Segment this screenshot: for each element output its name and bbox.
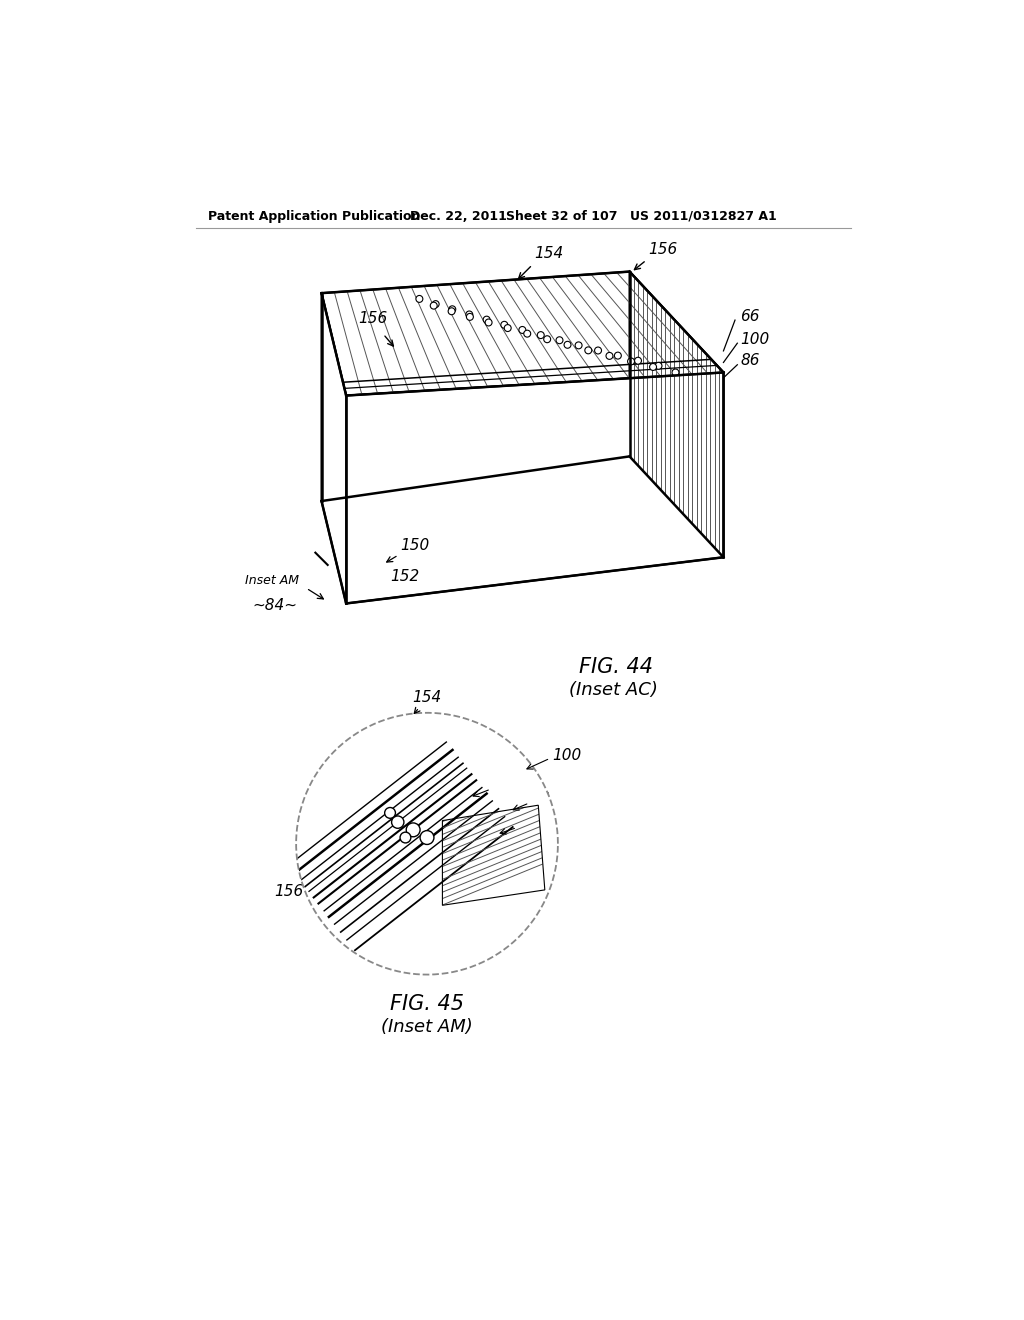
Circle shape xyxy=(585,347,592,354)
Text: 156: 156 xyxy=(358,312,388,326)
Text: ~84~: ~84~ xyxy=(252,598,297,612)
Text: (Inset AC): (Inset AC) xyxy=(569,681,658,698)
Text: Patent Application Publication: Patent Application Publication xyxy=(208,210,420,223)
Text: FIG. 45: FIG. 45 xyxy=(390,994,464,1014)
Circle shape xyxy=(655,363,662,370)
Circle shape xyxy=(420,830,434,845)
Circle shape xyxy=(504,325,511,331)
Text: 154: 154 xyxy=(413,690,441,705)
Text: 152: 152 xyxy=(390,569,419,585)
Circle shape xyxy=(296,713,558,974)
Circle shape xyxy=(466,313,473,321)
Text: 154: 154 xyxy=(535,246,563,261)
Polygon shape xyxy=(322,272,724,396)
Polygon shape xyxy=(442,805,545,906)
Text: (Inset AM): (Inset AM) xyxy=(381,1018,473,1036)
Text: 100: 100 xyxy=(553,747,582,763)
Circle shape xyxy=(466,312,473,318)
Circle shape xyxy=(649,363,656,371)
Circle shape xyxy=(556,337,563,343)
Text: 156: 156 xyxy=(273,884,303,899)
Text: 100: 100 xyxy=(740,331,770,347)
Circle shape xyxy=(407,822,420,837)
Circle shape xyxy=(523,330,530,337)
Text: 86: 86 xyxy=(531,792,551,808)
Circle shape xyxy=(449,308,455,314)
Polygon shape xyxy=(322,293,346,603)
Circle shape xyxy=(449,306,456,313)
Text: 150: 150 xyxy=(415,908,444,923)
Polygon shape xyxy=(346,372,724,603)
Text: Inset AM: Inset AM xyxy=(245,574,299,587)
Circle shape xyxy=(635,358,641,364)
Circle shape xyxy=(575,342,582,348)
Circle shape xyxy=(614,352,622,359)
Circle shape xyxy=(432,301,439,308)
Text: 150: 150 xyxy=(400,537,429,553)
Polygon shape xyxy=(630,272,724,557)
Circle shape xyxy=(385,808,395,818)
Circle shape xyxy=(538,331,544,338)
Text: 84: 84 xyxy=(519,817,539,832)
Circle shape xyxy=(483,317,490,323)
Text: US 2011/0312827 A1: US 2011/0312827 A1 xyxy=(630,210,776,223)
Circle shape xyxy=(564,342,571,348)
Circle shape xyxy=(485,319,493,326)
Circle shape xyxy=(400,832,411,843)
Circle shape xyxy=(606,352,613,359)
Text: 152: 152 xyxy=(493,779,521,793)
Circle shape xyxy=(501,321,508,329)
Text: 156: 156 xyxy=(648,242,677,257)
Circle shape xyxy=(672,370,679,376)
Text: 151: 151 xyxy=(367,896,395,911)
Text: 66: 66 xyxy=(740,309,760,323)
Text: Dec. 22, 2011: Dec. 22, 2011 xyxy=(410,210,507,223)
Circle shape xyxy=(416,296,423,302)
Circle shape xyxy=(430,302,437,309)
Text: FIG. 44: FIG. 44 xyxy=(579,656,652,677)
Circle shape xyxy=(628,358,635,364)
Circle shape xyxy=(595,347,601,354)
Circle shape xyxy=(544,335,551,343)
Circle shape xyxy=(519,326,525,334)
Text: 153: 153 xyxy=(397,931,426,945)
Circle shape xyxy=(391,816,403,829)
Text: Sheet 32 of 107: Sheet 32 of 107 xyxy=(506,210,617,223)
Text: 86: 86 xyxy=(740,354,760,368)
